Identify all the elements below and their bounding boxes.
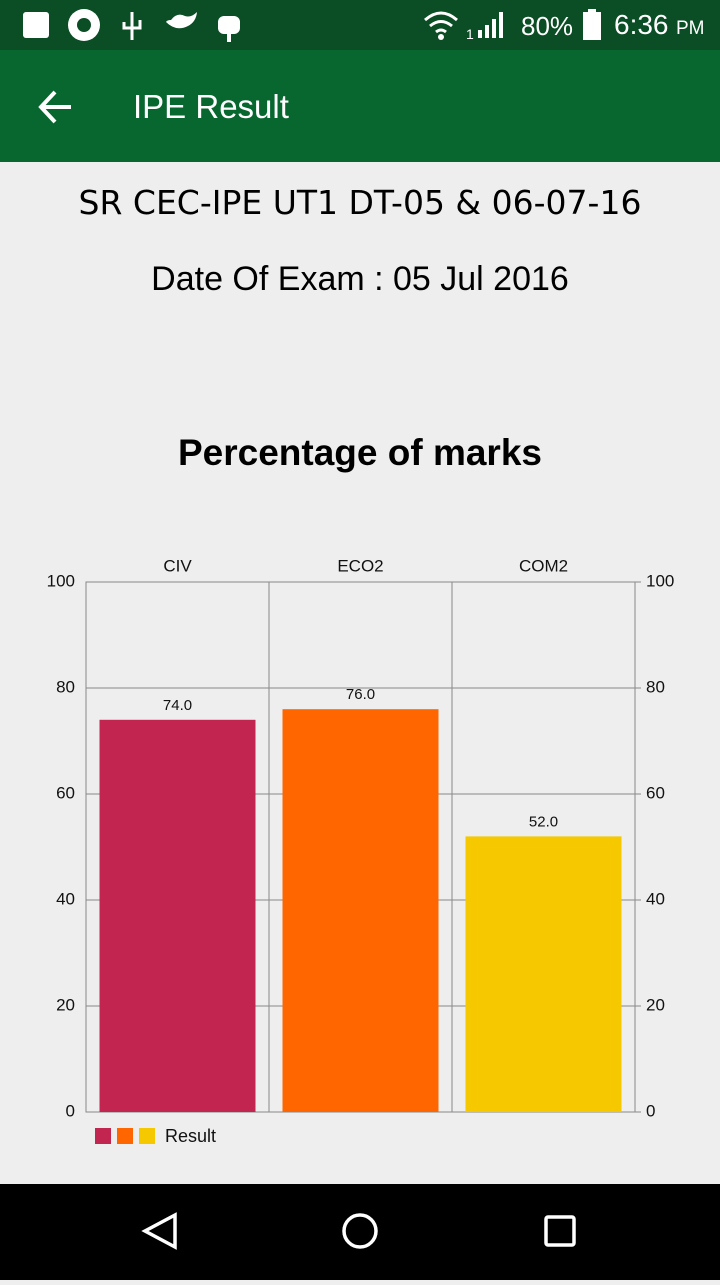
app-title: IPE Result xyxy=(133,88,289,125)
status-bar: 1 80% 6:36 PM xyxy=(0,0,720,50)
clock: 6:36 xyxy=(614,9,669,40)
nav-recents[interactable] xyxy=(544,1215,576,1247)
y-tick-label: 80 xyxy=(56,677,75,696)
y-tick-label: 40 xyxy=(56,889,75,908)
legend-label: Result xyxy=(165,1126,216,1146)
nav-bar xyxy=(0,1184,720,1280)
sim-slot: 1 xyxy=(466,26,474,42)
legend-swatch xyxy=(139,1128,155,1144)
y2-tick-label: 20 xyxy=(646,995,665,1014)
legend-swatch xyxy=(95,1128,111,1144)
category-label: COM2 xyxy=(519,556,568,575)
value-label: 74.0 xyxy=(163,697,192,714)
bar xyxy=(99,719,256,1112)
status-icons xyxy=(23,9,601,42)
y-tick-label: 20 xyxy=(56,995,75,1014)
legend-swatch xyxy=(117,1128,133,1144)
value-label: 52.0 xyxy=(529,813,558,830)
y-tick-label: 100 xyxy=(47,571,75,590)
chart: 0 20 40 60 80 100 0 20 40 60 80 100 CIV ECO2 COM2 74.0 7… xyxy=(47,556,675,1146)
clock-ampm: PM xyxy=(676,18,705,39)
exam-date: Date Of Exam : 05 Jul 2016 xyxy=(151,260,569,298)
battery-level: 80% xyxy=(521,11,574,41)
y2-tick-label: 0 xyxy=(646,1101,655,1120)
chart-title: Percentage of marks xyxy=(177,432,542,473)
nav-home[interactable] xyxy=(342,1213,378,1249)
app-bar: IPE Result xyxy=(0,50,720,162)
y2-tick-label: 80 xyxy=(646,677,665,696)
y-tick-label: 0 xyxy=(66,1101,75,1120)
back-button[interactable] xyxy=(37,87,77,127)
nav-buttons xyxy=(141,1212,576,1250)
exam-name: SR CEC-IPE UT1 DT-05 & 06-07-16 xyxy=(78,183,642,222)
category-label: ECO2 xyxy=(337,556,383,575)
y2-tick-label: 40 xyxy=(646,889,665,908)
y-tick-label: 60 xyxy=(56,783,75,802)
y2-tick-label: 60 xyxy=(646,783,665,802)
category-label: CIV xyxy=(163,556,192,575)
bar xyxy=(465,836,622,1112)
value-label: 76.0 xyxy=(346,686,375,703)
bar xyxy=(282,709,439,1112)
y2-tick-label: 100 xyxy=(646,571,674,590)
nav-back[interactable] xyxy=(141,1212,177,1250)
